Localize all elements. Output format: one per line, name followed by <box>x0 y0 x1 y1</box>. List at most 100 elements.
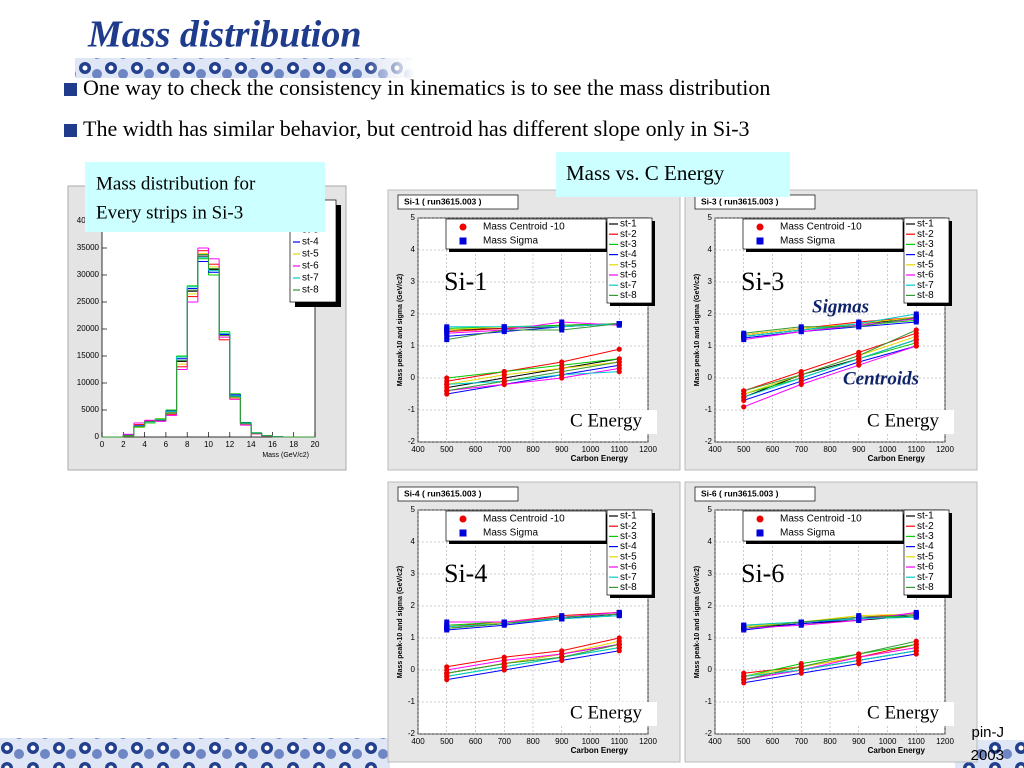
annotation-bg <box>850 702 954 726</box>
fit-line <box>446 613 620 629</box>
centroid-point <box>444 388 450 394</box>
y-axis-label: Mass peak-10 and sigma (GeV/c2) <box>694 274 701 386</box>
legend-label: st-6 <box>620 270 637 281</box>
annotation: Sigmas <box>812 296 869 317</box>
centroid-point <box>501 372 507 378</box>
x-tick-label: 500 <box>737 445 751 454</box>
annotation-bg <box>553 702 657 726</box>
legend-label: Mass Centroid -10 <box>483 222 565 233</box>
panel-title: Si-6 ( run3615.003 ) <box>701 488 779 498</box>
legend-box <box>742 510 904 542</box>
y-tick-label: 1 <box>411 633 416 642</box>
x-tick-label: 1200 <box>936 445 954 454</box>
panel-title: Si-3 ( run3615.003 ) <box>701 196 779 206</box>
y-axis-label: Mass peak-10 and sigma (GeV/c2) <box>397 274 404 386</box>
y-tick-label: 5000 <box>81 405 99 414</box>
x-axis-label: Mass (GeV/c2) <box>262 452 309 459</box>
x-tick-label: 400 <box>708 737 722 746</box>
sigma-point <box>798 622 804 628</box>
y-tick-label: 0 <box>411 665 416 674</box>
fit-line <box>446 647 620 677</box>
legend-label: st-1 <box>917 219 934 230</box>
legend-label: st-2 <box>917 521 934 532</box>
sigma-point <box>798 324 804 330</box>
x-axis-label: Carbon Energy <box>868 454 926 463</box>
fit-line <box>446 643 620 671</box>
centroid-point <box>501 378 507 384</box>
legend-box <box>606 217 653 304</box>
x-tick-label: 1100 <box>611 737 629 746</box>
centroid-point <box>913 638 919 644</box>
x-tick-label: 500 <box>440 445 454 454</box>
sigma-point <box>913 311 919 317</box>
annotation: C Energy <box>867 410 939 431</box>
centroid-point <box>913 343 919 349</box>
legend-label: st-2 <box>620 521 637 532</box>
x-tick-label: 400 <box>708 445 722 454</box>
sigma-point <box>444 619 450 625</box>
y-tick-label: 2 <box>411 601 416 610</box>
bullet-icon <box>64 124 77 137</box>
y-tick-label: 5 <box>411 505 416 514</box>
fit-line <box>446 321 620 334</box>
centroid-point <box>856 651 862 657</box>
centroid-point <box>741 394 747 400</box>
legend-label: Mass Sigma <box>780 528 835 539</box>
fit-line <box>743 339 917 398</box>
fit-line <box>446 613 620 631</box>
x-tick-label: 8 <box>185 440 190 449</box>
legend-label: st-8 <box>620 290 637 301</box>
y-tick-label: 0 <box>708 665 713 674</box>
sigma-point <box>444 333 450 339</box>
y-tick-label: 0 <box>411 373 416 382</box>
centroid-point <box>444 375 450 381</box>
annotation: C Energy <box>570 410 642 431</box>
y-tick-label: 20000 <box>77 324 100 333</box>
legend-label: st-4 <box>620 541 637 552</box>
legend-label: st-8 <box>620 582 637 593</box>
legend-label: st-1 <box>917 511 934 522</box>
y-tick-label: -1 <box>705 405 713 414</box>
annotation: C Energy <box>867 702 939 723</box>
fit-line <box>446 323 620 341</box>
y-tick-label: 2 <box>708 309 713 318</box>
x-tick-label: 1000 <box>879 445 897 454</box>
centroid-point <box>798 664 804 670</box>
x-tick-label: 4 <box>142 440 147 449</box>
x-tick-label: 1200 <box>639 737 657 746</box>
y-tick-label: 5 <box>708 213 713 222</box>
legend-label: st-7 <box>620 280 637 291</box>
y-tick-label: 4 <box>708 537 713 546</box>
x-tick-label: 1000 <box>582 445 600 454</box>
fit-line <box>446 361 620 392</box>
legend-label: st-5 <box>620 551 637 562</box>
legend-label: Mass Centroid -10 <box>780 514 862 525</box>
legend-marker <box>756 515 764 523</box>
x-axis-label: Carbon Energy <box>571 454 629 463</box>
legend-marker <box>459 223 467 231</box>
legend-label: st-8 <box>917 582 934 593</box>
fit-line <box>743 643 917 677</box>
legend-label: st-7 <box>620 572 637 583</box>
y-tick-label: 35000 <box>77 243 100 252</box>
y-tick-label: -1 <box>705 697 713 706</box>
x-tick-label: 600 <box>766 445 780 454</box>
x-axis-label: Carbon Energy <box>571 746 629 755</box>
x-tick-label: 20 <box>311 440 320 449</box>
x-tick-label: 1100 <box>611 445 629 454</box>
legend-label: st-5 <box>917 259 934 270</box>
x-tick-label: 900 <box>852 737 866 746</box>
x-tick-label: 2 <box>121 440 126 449</box>
footer-author: pin-J <box>971 724 1004 741</box>
x-tick-label: 16 <box>268 440 277 449</box>
x-tick-label: 14 <box>247 440 256 449</box>
panel-title: Si-1 ( run3615.003 ) <box>404 196 482 206</box>
legend-box <box>606 509 653 596</box>
fit-line <box>446 348 620 382</box>
x-tick-label: 0 <box>100 440 105 449</box>
x-tick-label: 700 <box>498 737 512 746</box>
y-tick-label: 4 <box>708 245 713 254</box>
legend-label: st-3 <box>620 531 637 542</box>
y-tick-label: 1 <box>708 633 713 642</box>
y-axis-label: Mass peak-10 and sigma (GeV/c2) <box>397 566 404 678</box>
